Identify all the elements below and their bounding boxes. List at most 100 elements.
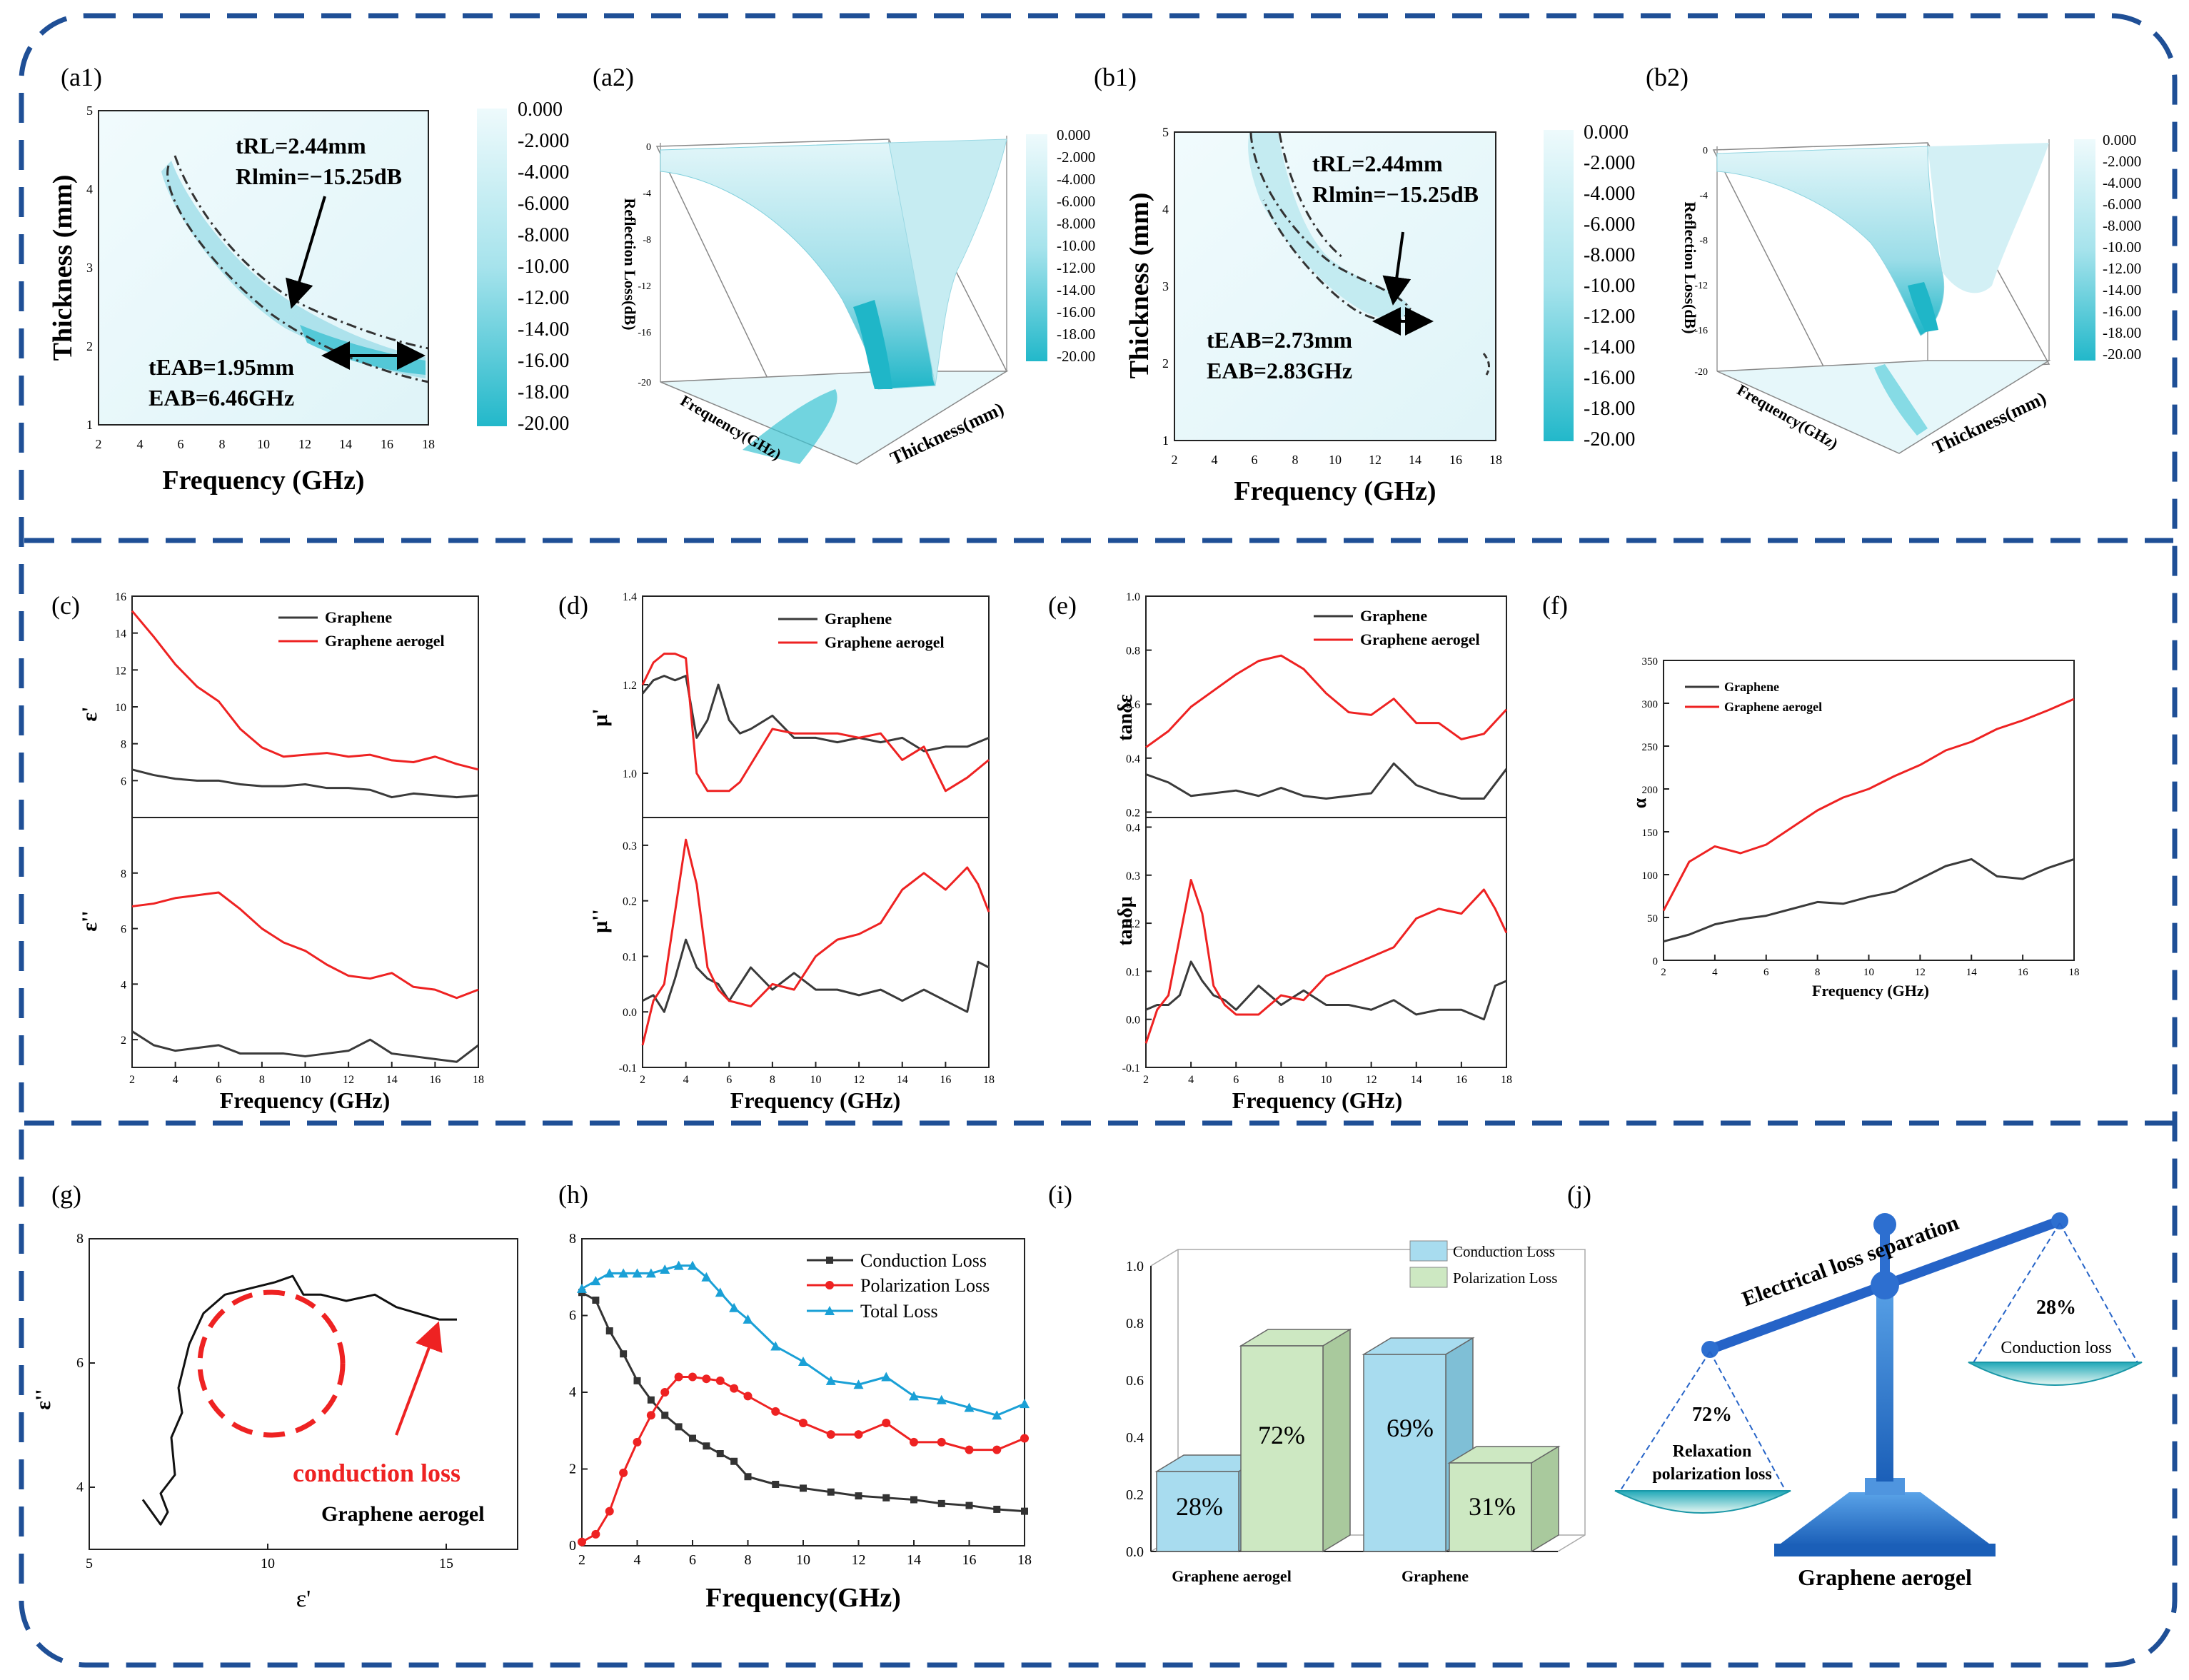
x-tick-label: 10 (810, 1074, 822, 1086)
svg-text:-14.00: -14.00 (2103, 281, 2141, 298)
svg-text:3: 3 (86, 261, 93, 275)
a1-xticks: 2 4 6 8 10 12 14 16 18 (96, 437, 436, 451)
series-graphene (642, 938, 990, 1013)
svg-text:3: 3 (1162, 279, 1169, 293)
y-tick-label: 0.0 (1126, 1015, 1140, 1027)
x-tick-label: 5 (86, 1556, 93, 1571)
panel-label-b2: (b2) (1646, 63, 1689, 91)
svg-text:-4.000: -4.000 (1584, 183, 1635, 205)
x-tick-label: 18 (2069, 967, 2080, 978)
left-label-1: Relaxation (1673, 1442, 1752, 1461)
b1-xlabel: Frequency (GHz) (1234, 476, 1436, 506)
data-point (702, 1374, 711, 1384)
t-rl-label: tRL=2.44mm (236, 133, 366, 159)
plot-area (131, 817, 479, 1068)
right-label: Conduction loss (2001, 1339, 2111, 1357)
data-point (674, 1372, 683, 1382)
svg-text:2: 2 (96, 437, 102, 451)
y-tick-label: 16 (115, 591, 126, 603)
x-tick-label: 10 (300, 1074, 311, 1086)
svg-text:-8: -8 (1699, 236, 1708, 246)
arrow-rl (286, 196, 326, 309)
svg-text:8: 8 (1292, 453, 1299, 467)
x-tick-label: 2 (640, 1074, 645, 1086)
svg-text:4: 4 (1162, 202, 1169, 216)
y-tick-label: 0.3 (1126, 870, 1140, 882)
b1-yticks: 1 2 3 4 5 (1162, 125, 1169, 448)
svg-text:5: 5 (1162, 125, 1169, 139)
series-graphene (1145, 960, 1507, 1021)
data-point (605, 1327, 613, 1334)
x-tick-label: 6 (1233, 1074, 1239, 1086)
y-tick-label: 14 (115, 628, 126, 640)
x-tick-label: 8 (770, 1074, 775, 1086)
series-graphene (131, 1030, 479, 1063)
i-ytick: 0.8 (1126, 1316, 1144, 1332)
y-tick-label: 6 (121, 775, 126, 788)
svg-text:-6.000: -6.000 (1057, 193, 1095, 210)
x-tick-label: 10 (1321, 1074, 1332, 1086)
data-point (646, 1411, 655, 1420)
y-tick-label: 12 (115, 665, 126, 677)
data-point (965, 1502, 973, 1509)
svg-text:-8.000: -8.000 (2103, 217, 2141, 234)
y-tick-label: 4 (76, 1479, 84, 1495)
series-graphene (641, 675, 990, 753)
legend-i: Conduction Loss Polarization Loss (1409, 1240, 1557, 1288)
data-point (772, 1481, 780, 1488)
x-tick-label: 6 (689, 1552, 696, 1568)
x-tick-label: 14 (1411, 1074, 1422, 1086)
data-point (1021, 1507, 1028, 1515)
svg-text:0: 0 (646, 142, 651, 153)
y-tick-label: 10 (115, 702, 126, 714)
x-tick-label: 16 (940, 1074, 951, 1086)
panel-label-d: (d) (558, 591, 588, 620)
h-xlabel: Frequency(GHz) (705, 1583, 901, 1613)
x-tick-label: 4 (173, 1074, 178, 1086)
x-tick-label: 18 (983, 1074, 995, 1086)
d-top-ylabel: μ' (588, 708, 612, 726)
panel-label-h: (h) (558, 1180, 588, 1209)
svg-text:-12: -12 (1694, 281, 1708, 291)
plot-area (89, 1238, 518, 1550)
svg-text:-16.00: -16.00 (2103, 303, 2141, 320)
svg-text:-20.00: -20.00 (1584, 428, 1635, 451)
svg-text:-4: -4 (1699, 191, 1708, 201)
data-point (910, 1437, 918, 1447)
surface-plot-b2: 0 -4 -8 -12 -16 -20 (1694, 139, 2051, 454)
svg-text:-12.00: -12.00 (1057, 259, 1095, 276)
data-point (730, 1457, 738, 1465)
y-tick-label: 0.3 (623, 840, 637, 852)
i-ytick: 0.6 (1126, 1373, 1144, 1389)
y-tick-label: -0.1 (1122, 1062, 1140, 1075)
y-tick-label: 0.8 (1126, 645, 1140, 658)
outer-frame (19, 13, 2178, 1668)
data-point (882, 1494, 890, 1502)
f-ylabel: α (1629, 798, 1650, 808)
g-caption: Graphene aerogel (321, 1502, 485, 1526)
bar-polarization-loss (1239, 1328, 1352, 1553)
y-tick-label: 0.1 (623, 951, 637, 963)
data-point (744, 1473, 752, 1481)
data-point (577, 1283, 587, 1293)
data-point (661, 1412, 669, 1419)
svg-text:2: 2 (86, 339, 93, 353)
plot-area (642, 817, 990, 1068)
rl-min-label: Rlmin=−15.25dB (1312, 181, 1479, 207)
data-point (647, 1396, 655, 1404)
conduction-loss-circle (197, 1289, 346, 1438)
data-point (688, 1372, 697, 1382)
svg-text:-18.00: -18.00 (2103, 324, 2141, 341)
d-xlabel: Frequency (GHz) (730, 1087, 900, 1113)
svg-text:-8.000: -8.000 (1057, 215, 1095, 232)
svg-text:-6.000: -6.000 (518, 193, 569, 215)
svg-text:0.000: 0.000 (1057, 126, 1090, 144)
data-point (592, 1297, 600, 1304)
svg-text:-14.00: -14.00 (1584, 336, 1635, 358)
absorption-band (1248, 133, 1410, 319)
data-point (827, 1488, 835, 1496)
svg-text:-4.000: -4.000 (518, 161, 569, 183)
svg-text:-18.00: -18.00 (1057, 326, 1095, 343)
panel-label-j: (j) (1567, 1180, 1591, 1209)
svg-text:10: 10 (257, 437, 270, 451)
